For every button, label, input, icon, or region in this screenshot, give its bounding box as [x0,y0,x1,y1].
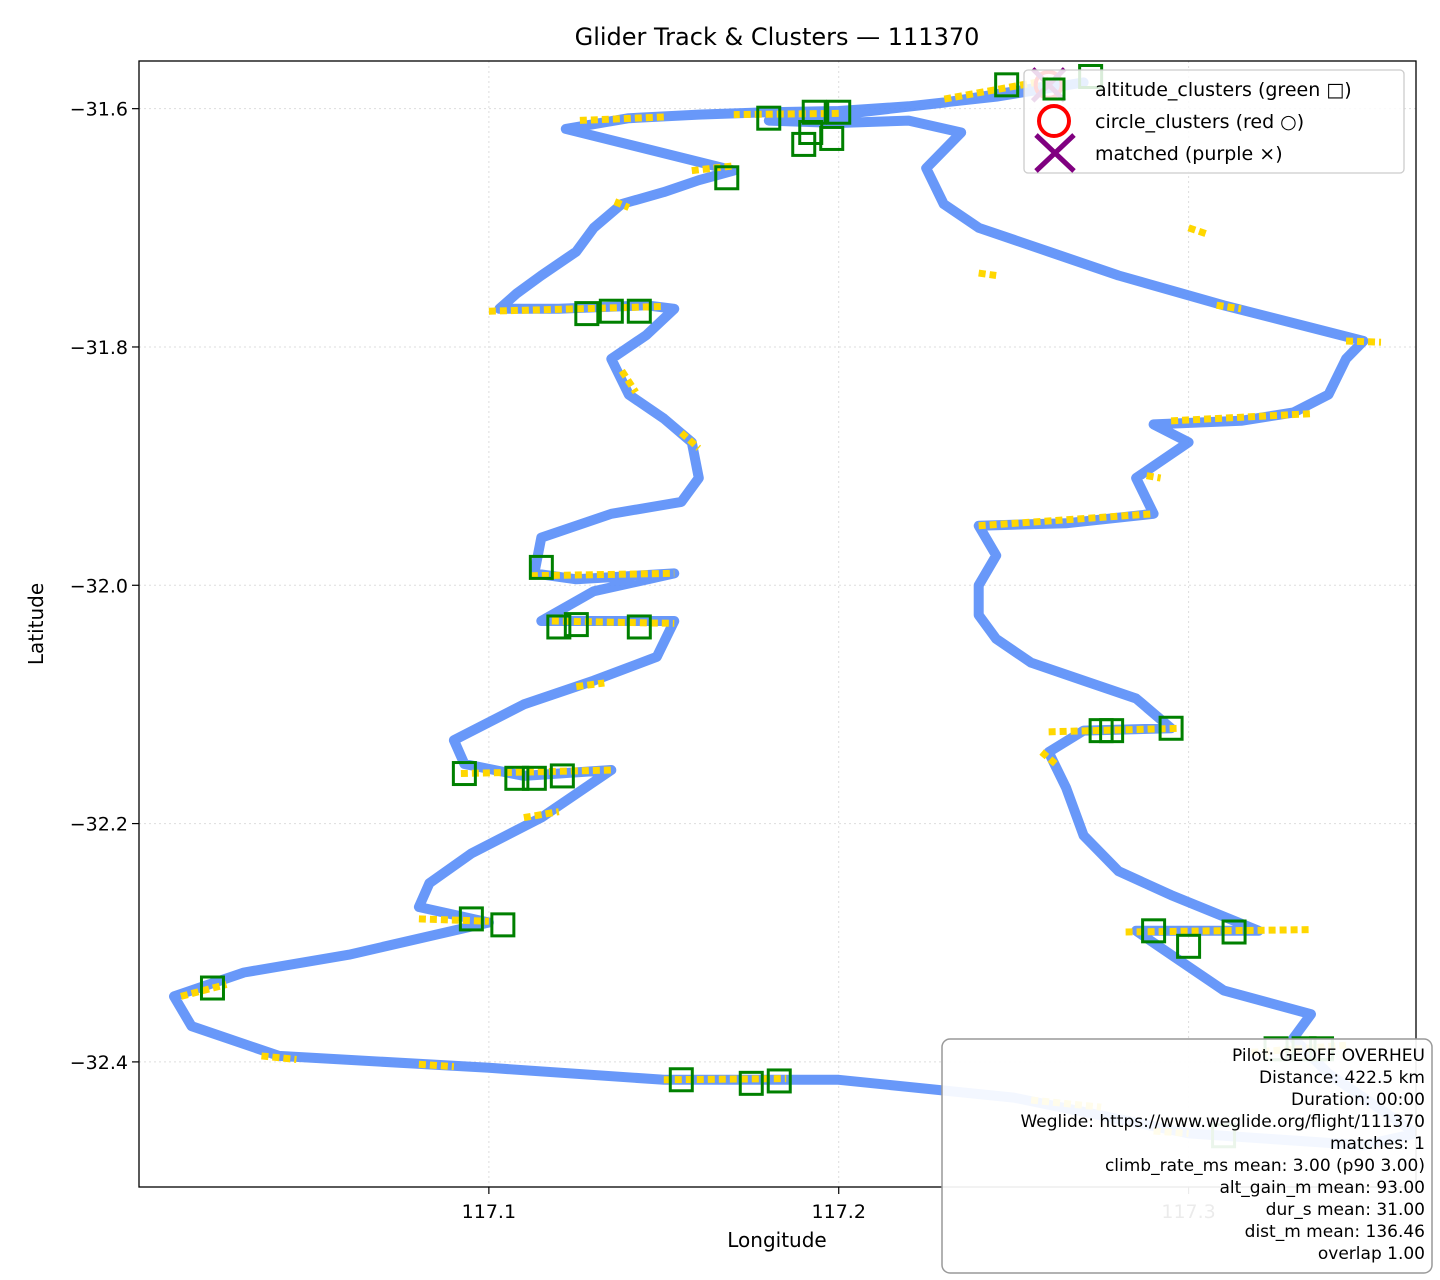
altitude-cluster-marker [1158,715,1184,741]
y-tick-label: −32.4 [70,1052,128,1074]
climb-segment [978,269,997,279]
climb-segment [978,510,1154,530]
climb-segment [1187,224,1208,238]
info-duration-mean: dur_s mean: 31.00 [1266,1200,1425,1220]
altitude-cluster-marker [714,165,740,191]
climb-segment [261,1052,297,1063]
altitude-cluster-marker [521,765,547,791]
info-box: Pilot: GEOFF OVERHEU Distance: 422.5 km … [941,1038,1433,1274]
climb-series [180,76,1382,1137]
altitude-cluster-marker [798,119,824,145]
legend: altitude_clusters (green □) circle_clust… [1023,69,1405,174]
altitude-cluster-marker [490,912,516,938]
climb-segment [1039,749,1058,767]
climb-segment [460,766,615,778]
legend-matched-label: matched (purple ×) [1095,143,1283,165]
y-tick-label: −31.8 [70,337,128,359]
climb-segment [613,198,631,211]
info-duration: Duration: 00:00 [1291,1090,1425,1110]
y-tick-label: −32.0 [70,575,128,597]
chart-title: Glider Track & Clusters — 111370 [575,23,980,51]
climb-segment [418,915,489,925]
climb-segment [1146,472,1162,482]
climb-segment [551,617,675,627]
climb-segment [488,302,664,315]
y-axis-label: Latitude [24,583,48,665]
altitude-cluster-marker [756,105,782,131]
climb-segment [618,368,639,395]
altitude-cluster-marker [598,298,624,324]
legend-altitude-label: altitude_clusters (green □) [1095,79,1352,101]
altitude-cluster-marker [451,761,477,787]
legend-frame [1023,69,1405,174]
climb-segment [530,569,675,580]
climb-segment [576,113,664,125]
altitude-cluster-marker [626,614,652,640]
altitude-cluster-marker [994,72,1020,98]
altitude-cluster-marker [1099,718,1125,744]
climb-segment [575,679,605,691]
altitude-cluster-marker [766,1068,792,1094]
info-box-frame [941,1038,1433,1274]
climb-segment [663,1075,787,1084]
info-matches: matches: 1 [1330,1134,1425,1154]
info-distance-mean: dist_m mean: 136.46 [1245,1222,1425,1242]
legend-circle-label: circle_clusters (red ○) [1095,111,1304,133]
altitude-cluster-marker [199,975,225,1001]
altitude-cluster-marker [458,906,484,932]
x-tick-label: 117.1 [462,1201,516,1223]
axes-frame [138,60,1417,1188]
x-axis-label: Longitude [727,1228,826,1252]
info-climb-rate: climb_rate_ms mean: 3.00 (p90 3.00) [1105,1156,1425,1176]
altitude-cluster-marker [1176,933,1202,959]
legend-matched-x-icon [1034,133,1076,173]
altitude-cluster-marker [546,614,572,640]
info-pilot: Pilot: GEOFF OVERHEU [1232,1046,1425,1066]
y-tick-label: −31.6 [70,99,128,121]
altitude-cluster-marker [801,99,827,125]
altitude-cluster-marker [574,301,600,327]
altitude-cluster-marker [668,1067,694,1093]
info-weglide: Weglide: https://www.weglide.org/flight/… [1020,1112,1425,1132]
altitude-cluster-marker [563,612,589,638]
altitude-cluster-marker [826,99,852,125]
info-alt-gain: alt_gain_m mean: 93.00 [1220,1178,1426,1198]
altitude-cluster-marker [626,298,652,324]
y-axis: −31.6 −31.8 −32.0 −32.2 −32.4 [70,99,139,1074]
climb-segment [1216,301,1242,313]
altitude-cluster-marker [1221,919,1247,945]
altitude-cluster-marker [528,554,554,580]
climb-segment [523,808,560,822]
climb-segment [180,981,228,1000]
climb-segment [733,109,839,119]
climb-segment [678,430,702,451]
altitude-cluster-marker [549,763,575,789]
legend-altitude-square-icon [1042,77,1066,101]
legend-circle-icon [1037,104,1071,138]
altitude-cluster-marker [504,765,530,791]
info-overlap: overlap 1.00 [1318,1244,1425,1264]
altitude-cluster-marker [1141,918,1167,944]
x-tick-label: 117.2 [812,1201,866,1223]
climb-segment [1345,337,1382,346]
y-tick-label: −32.2 [70,814,128,836]
climb-segment [1125,926,1312,936]
climb-segment [1170,410,1312,425]
altitude-cluster-marker [738,1070,764,1096]
climb-segment [418,1060,455,1071]
info-distance: Distance: 422.5 km [1259,1068,1425,1088]
